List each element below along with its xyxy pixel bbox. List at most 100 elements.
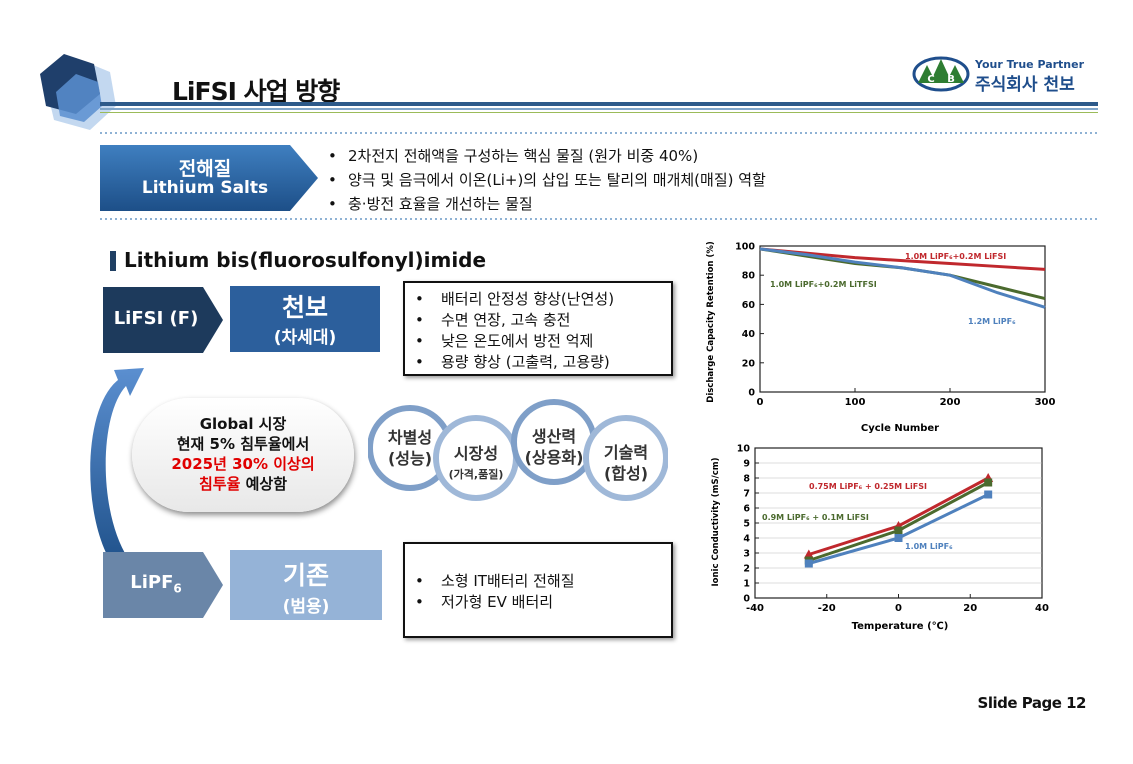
chart2-ytick-label: 2	[743, 564, 750, 575]
slide-page-number: Slide Page 12	[977, 694, 1087, 712]
lipf6-use: 소형 IT배터리 전해질	[405, 571, 671, 592]
chart2-series-1-point	[984, 478, 993, 487]
chart2-series-1-point	[894, 526, 903, 535]
lipf6-sub: (범용)	[282, 597, 330, 617]
chart2-ytick-label: 9	[743, 459, 750, 470]
chart2-legend-1.0m: 1.0M LiPF₆	[905, 542, 953, 551]
chart2-legend-0.9m: 0.9M LiPF₆ + 0.1M LiFSI	[762, 513, 869, 522]
strength-rings	[368, 399, 668, 501]
lifsi-tag: LiFSI (F)	[113, 308, 199, 329]
lipf6-use: 저가형 EV 배터리	[405, 592, 671, 613]
lifsi-feature-box: 배터리 안정성 향상(난연성) 수면 연장, 고속 충전 낮은 온도에서 방전 …	[403, 281, 673, 376]
market-line-4-highlight: 침투율	[198, 475, 241, 493]
chart2-ytick-label: 4	[743, 534, 750, 545]
chart2-ytick-label: 8	[743, 474, 750, 485]
lipf6-name-box	[230, 550, 382, 620]
strength-label: 차별성	[387, 428, 433, 447]
chart1-series-2-line	[759, 247, 1046, 309]
strength-production: 생산력 (상용화)	[521, 426, 587, 468]
chart1-ytick-label: 0	[748, 388, 755, 399]
lifsi-name: 천보	[281, 293, 328, 322]
page-title: LiFSI 사업 방향	[172, 77, 340, 106]
logo-company-name: 주식회사 천보	[975, 75, 1075, 95]
chart2-xtick-label: 0	[895, 603, 902, 614]
definition-bullet: 2차전지 전해액을 구성하는 핵심 물질 (원가 비중 40%)	[328, 144, 766, 168]
chart2-series-2-point	[804, 559, 813, 568]
logo-letter-c: C	[927, 74, 934, 85]
chart1-ytick-label: 20	[742, 358, 756, 369]
lifsi-feature: 수면 연장, 고속 충전	[405, 310, 671, 331]
market-line-4-rest: 예상함	[240, 475, 288, 493]
chart2-xtick-label: -20	[818, 603, 836, 614]
chart2-xtick-label: 20	[963, 603, 977, 614]
strength-technology: 기술력 (합성)	[593, 442, 659, 484]
header-rule-thin	[100, 108, 1098, 110]
chart2-ytick-label: 10	[737, 444, 751, 455]
lifsi-feature: 용량 향상 (고출력, 고용량)	[405, 352, 671, 373]
chart1-ytick-label: 100	[735, 242, 755, 253]
section-heading: Lithium bis(fluorosulfonyl)imide	[110, 248, 486, 272]
chart1-xlabel: Cycle Number	[861, 423, 939, 434]
market-line-2: 현재 5% 침투율에서	[176, 435, 310, 453]
chart1-ytick-label: 80	[742, 271, 756, 282]
lipf6-tag-subscript: 6	[173, 581, 182, 596]
chart1-ytick-label: 40	[742, 329, 756, 340]
chart1-xtick-label: 0	[757, 397, 764, 408]
chart2-ytick-label: 7	[743, 489, 750, 500]
chart2-series-0-point	[803, 549, 814, 559]
capacity-retention-chart: 0 100 200 300 0 20 40 60 80 100 Cycle Number Disc…	[706, 241, 1056, 434]
chart2-ytick-label: 0	[743, 594, 750, 605]
chart1-legend-lipf6: 1.2M LiPF₆	[968, 317, 1016, 326]
lipf6-tag: LiPF6	[103, 572, 209, 596]
market-line-1: Global 시장	[199, 415, 287, 433]
chart2-ylabel: Ionic Conductivity (mS/cm)	[711, 457, 721, 586]
chart1-ylabel: Discharge Capacity Retention (%)	[706, 241, 716, 403]
strength-marketability: 시장성 (가격,품질)	[443, 443, 509, 485]
strength-differentiation: 차별성 (성능)	[377, 427, 443, 469]
definition-bullet: 양극 및 음극에서 이온(Li+)의 삽입 또는 탈리의 매개체(매질) 역할	[328, 168, 766, 192]
lipf6-tag-main: LiPF	[130, 572, 174, 593]
chart2-legend-0.75m: 0.75M LiPF₆ + 0.25M LiFSI	[809, 482, 927, 491]
chart2-ytick-label: 6	[743, 504, 750, 515]
company-logo-icon: C B	[912, 56, 970, 92]
strength-sub: (성능)	[387, 449, 433, 468]
chart2-xtick-label: 40	[1035, 603, 1049, 614]
strength-label: 생산력	[531, 427, 577, 446]
chart2-series-2-point	[984, 490, 993, 499]
chart1-legend-litfsi: 1.0M LiPF₆+0.2M LiTFSI	[770, 280, 877, 289]
header-rule-accent	[100, 112, 1098, 113]
definition-arrow-banner	[100, 145, 318, 211]
chart1-xtick-label: 200	[940, 397, 961, 408]
logo-tagline: Your True Partner	[975, 58, 1085, 71]
chart2-ytick-label: 5	[743, 519, 750, 530]
header-hexagon-logo	[40, 54, 116, 130]
lifsi-tag-banner	[103, 287, 223, 353]
lifsi-sub: (차세대)	[273, 328, 337, 348]
definition-bullet: 충·방전 효율을 개선하는 물질	[328, 192, 766, 216]
logo-letter-b: B	[947, 74, 955, 85]
chart2-ytick-label: 1	[743, 579, 750, 590]
chart2-xlabel: Temperature (℃)	[852, 621, 949, 632]
chart2-xtick-label: -40	[746, 603, 764, 614]
chart1-xtick-label: 100	[845, 397, 866, 408]
definition-title-en: Lithium Salts	[141, 178, 269, 198]
lipf6-use-box: 소형 IT배터리 전해질 저가형 EV 배터리	[403, 542, 673, 638]
definition-bullets: 2차전지 전해액을 구성하는 핵심 물질 (원가 비중 40%) 양극 및 음극…	[328, 144, 766, 216]
ring-technology	[583, 415, 668, 501]
chart1-legend-lifsi: 1.0M LiPF₆+0.2M LiFSI	[905, 252, 1006, 261]
lifsi-feature: 낮은 온도에서 방전 억제	[405, 331, 671, 352]
header-rule	[100, 102, 1098, 106]
chart2-series-2-point	[894, 534, 903, 542]
strength-sub: (가격,품질)	[448, 468, 504, 481]
strength-sub: (합성)	[603, 464, 649, 483]
lipf6-name: 기존	[282, 561, 329, 590]
chart1-ytick-label: 60	[742, 300, 756, 311]
lifsi-name-box	[230, 286, 380, 352]
strength-sub: (상용화)	[524, 448, 584, 467]
definition-title-ko: 전해질	[178, 158, 232, 180]
strength-label: 기술력	[603, 443, 649, 462]
upgrade-arrow-icon	[90, 368, 144, 572]
definition-bottom-divider	[100, 218, 1098, 220]
chart1-xtick-label: 300	[1035, 397, 1056, 408]
